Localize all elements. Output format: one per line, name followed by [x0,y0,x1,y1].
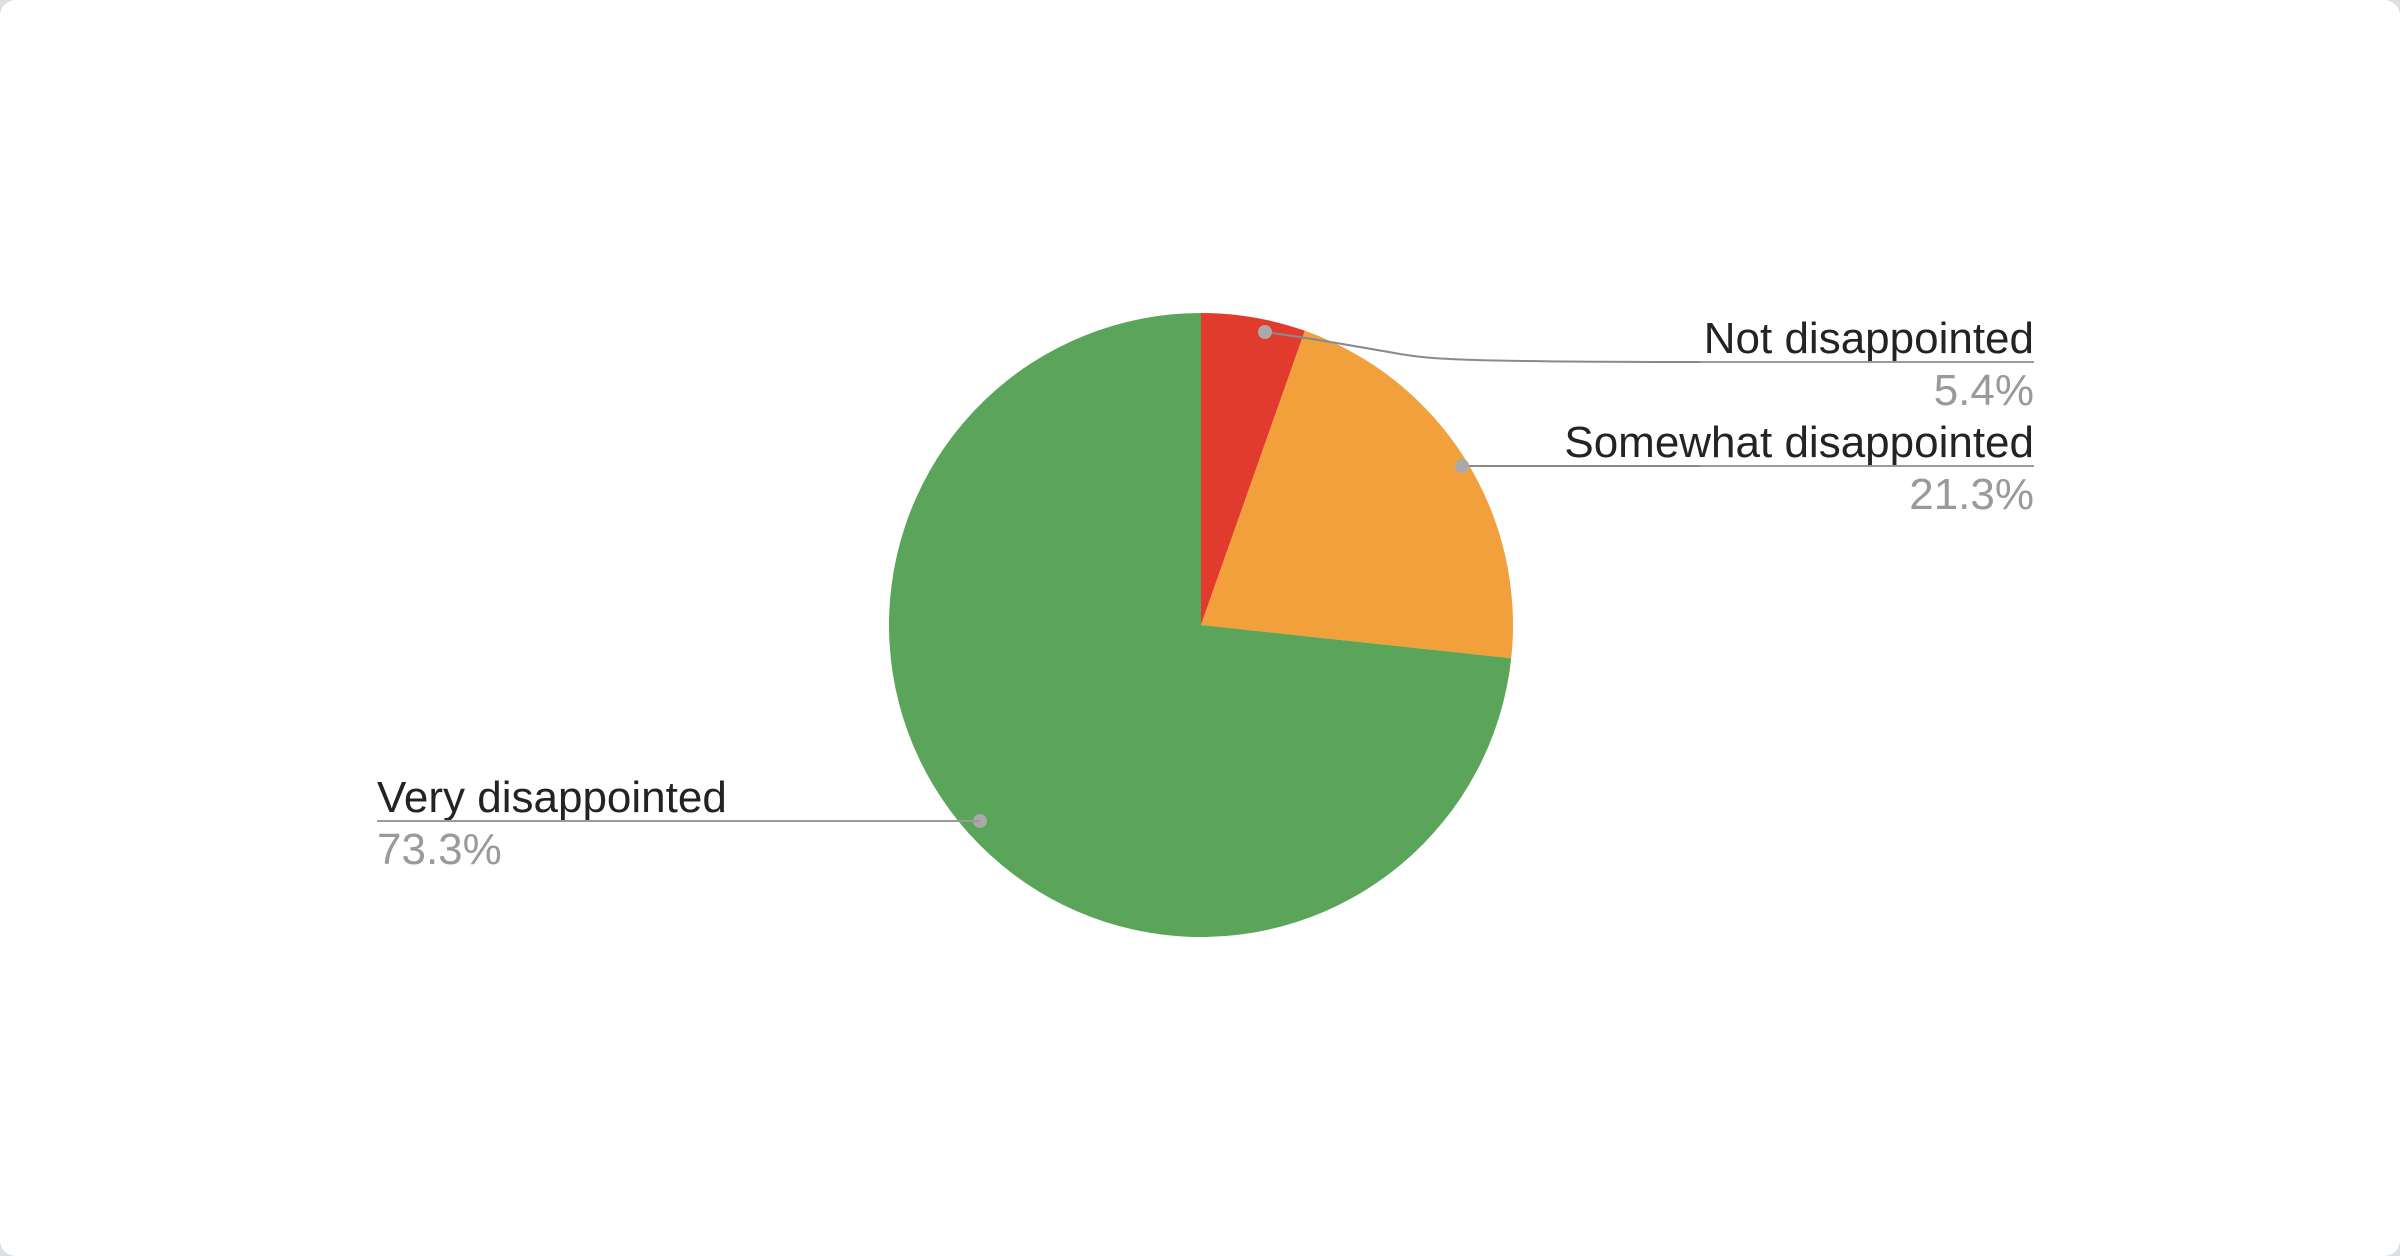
svg-text:73.3%: 73.3% [377,825,502,874]
svg-text:5.4%: 5.4% [1934,366,2034,415]
svg-text:21.3%: 21.3% [1909,470,2034,519]
svg-text:Very disappointed: Very disappointed [377,773,727,822]
svg-text:Somewhat disappointed: Somewhat disappointed [1564,418,2034,467]
svg-text:Not disappointed: Not disappointed [1704,314,2034,363]
